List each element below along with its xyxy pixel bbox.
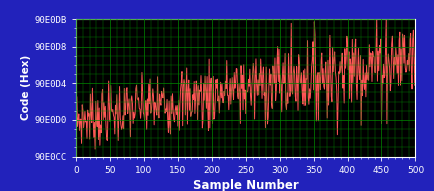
Y-axis label: Code (Hex): Code (Hex) <box>21 55 31 121</box>
X-axis label: Sample Number: Sample Number <box>192 179 298 191</box>
